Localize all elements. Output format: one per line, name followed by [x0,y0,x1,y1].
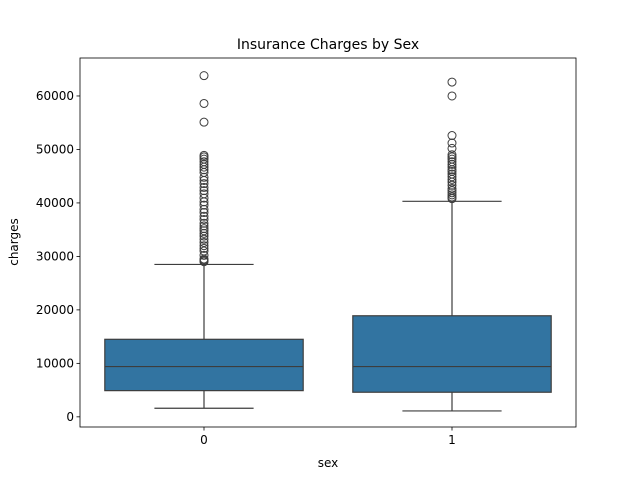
outlier-point [199,218,209,228]
outlier-point [199,159,209,169]
outlier-point [199,157,209,167]
outlier-point [447,192,457,202]
outlier-point [199,224,209,234]
box-group-0 [104,71,304,409]
outlier-point [447,143,457,153]
outlier-point [199,189,209,199]
outlier-point [447,186,457,196]
outlier-point [199,117,209,127]
outlier-point [447,190,457,200]
outlier-point [199,71,209,81]
outlier-point [447,159,457,169]
outlier-point [199,246,209,256]
box-group-1 [352,77,552,412]
box-iqr [104,338,304,392]
outlier-point [199,182,209,192]
outlier-point [447,138,457,148]
box-iqr [352,315,552,393]
outlier-point [447,169,457,179]
x-tick-label: 1 [448,433,456,447]
y-axis: 0 10000 20000 30000 40000 50000 60000 [36,89,80,424]
outlier-point [447,188,457,198]
outlier-point [447,180,457,190]
outlier-point [199,208,209,218]
y-tick-label: 20000 [36,303,74,317]
outlier-point [199,211,209,221]
chart-title: Insurance Charges by Sex [237,37,419,53]
outlier-point [199,179,209,189]
outlier-point [199,250,209,260]
y-tick-label: 50000 [36,142,74,156]
y-tick-label: 40000 [36,196,74,210]
outlier-point [199,243,209,253]
outlier-point [199,215,209,225]
outlier-point [199,238,209,247]
outlier-point [199,193,209,203]
outlier-point [447,154,457,164]
y-tick-label: 10000 [36,356,74,370]
outlier-point [199,172,209,182]
outlier-point [199,186,209,196]
outlier-point [447,152,457,162]
outlier-point [199,234,209,244]
outlier-point [447,183,457,193]
y-tick-label: 60000 [36,89,74,103]
outlier-point [199,150,209,160]
outlier-point [199,221,209,231]
outlier-point [199,98,209,108]
outlier-point [199,226,209,236]
outlier-point [199,154,209,164]
outlier-point [199,228,209,238]
x-tick-label: 0 [200,433,208,447]
plot-frame [79,57,577,428]
outlier-point [447,150,457,160]
y-axis-label: charges [7,218,21,266]
outlier-point [199,204,209,214]
outlier-point [199,241,209,251]
outlier-point [199,200,209,210]
outlier-point [447,91,457,101]
outlier-point [447,131,457,141]
y-tick-label: 30000 [36,249,74,263]
y-tick-label: 0 [66,410,74,424]
outlier-point [199,231,209,241]
x-axis-label: sex [318,456,339,470]
outlier-point [447,157,457,167]
plot-area [104,71,552,412]
outlier-point [447,77,457,87]
outlier-point [447,172,457,182]
